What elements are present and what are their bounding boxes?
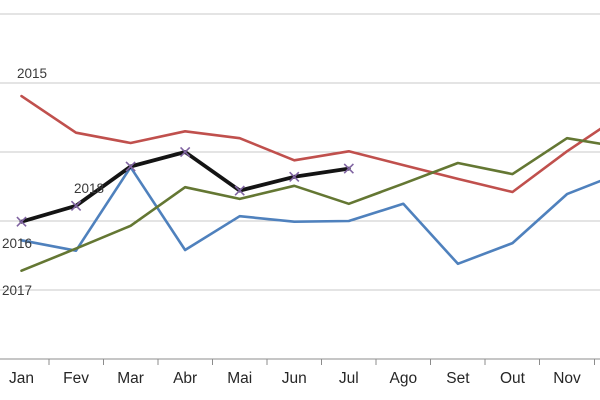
- x-marker-stroke: [70, 200, 82, 211]
- x-axis-label-out: Out: [500, 370, 526, 387]
- x-marker-stroke: [289, 171, 300, 183]
- data-point-x-marker: [289, 171, 300, 183]
- series-label-2016: 2016: [2, 236, 32, 251]
- data-point-x-marker: [125, 161, 136, 172]
- x-axis-label-set: Set: [446, 370, 470, 387]
- data-point-x-marker: [16, 216, 27, 227]
- x-axis-label-abr: Abr: [173, 370, 197, 387]
- x-axis-label-ago: Ago: [390, 370, 418, 387]
- series-label-2015: 2015: [17, 66, 47, 81]
- data-point-x-marker: [179, 146, 191, 158]
- x-axis-label-jan: Jan: [9, 370, 34, 387]
- x-axis-label-jul: Jul: [339, 370, 359, 387]
- series-line-2017: [20, 136, 600, 273]
- series-label-2017: 2017: [2, 283, 32, 298]
- x-marker-stroke: [179, 146, 191, 158]
- x-axis-label-mar: Mar: [117, 370, 144, 387]
- series-line-2015: [20, 94, 600, 194]
- x-axis-label-jun: Jun: [282, 370, 307, 387]
- data-point-x-marker: [70, 200, 82, 211]
- series-line-2016: [20, 165, 600, 266]
- series-label-2018: 2018: [74, 181, 104, 196]
- data-point-x-marker: [234, 185, 245, 196]
- x-marker-stroke: [234, 185, 245, 196]
- x-marker-stroke: [343, 163, 354, 174]
- x-axis-label-fev: Fev: [63, 370, 89, 387]
- data-point-x-marker: [343, 163, 354, 174]
- x-marker-stroke: [125, 161, 136, 172]
- x-axis-label-mai: Mai: [227, 370, 252, 387]
- x-marker-stroke: [16, 216, 27, 227]
- x-axis-label-nov: Nov: [553, 370, 581, 387]
